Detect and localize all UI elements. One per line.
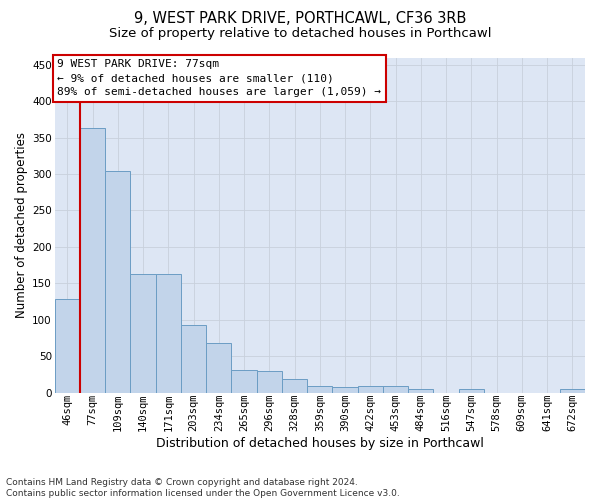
Bar bbox=[332, 388, 358, 392]
Text: Size of property relative to detached houses in Porthcawl: Size of property relative to detached ho… bbox=[109, 28, 491, 40]
Bar bbox=[181, 325, 206, 392]
Bar bbox=[459, 389, 484, 392]
Bar bbox=[307, 386, 332, 392]
Bar bbox=[383, 386, 408, 392]
Bar bbox=[408, 389, 433, 392]
Bar bbox=[358, 386, 383, 392]
Text: Contains HM Land Registry data © Crown copyright and database right 2024.
Contai: Contains HM Land Registry data © Crown c… bbox=[6, 478, 400, 498]
Bar bbox=[232, 370, 257, 392]
Bar bbox=[282, 378, 307, 392]
Bar bbox=[257, 370, 282, 392]
Text: 9 WEST PARK DRIVE: 77sqm
← 9% of detached houses are smaller (110)
89% of semi-d: 9 WEST PARK DRIVE: 77sqm ← 9% of detache… bbox=[58, 59, 382, 97]
Bar bbox=[206, 343, 232, 392]
X-axis label: Distribution of detached houses by size in Porthcawl: Distribution of detached houses by size … bbox=[156, 437, 484, 450]
Text: 9, WEST PARK DRIVE, PORTHCAWL, CF36 3RB: 9, WEST PARK DRIVE, PORTHCAWL, CF36 3RB bbox=[134, 11, 466, 26]
Bar bbox=[560, 389, 585, 392]
Bar bbox=[130, 274, 156, 392]
Bar bbox=[80, 128, 105, 392]
Bar bbox=[55, 300, 80, 392]
Y-axis label: Number of detached properties: Number of detached properties bbox=[15, 132, 28, 318]
Bar bbox=[105, 171, 130, 392]
Bar bbox=[156, 274, 181, 392]
